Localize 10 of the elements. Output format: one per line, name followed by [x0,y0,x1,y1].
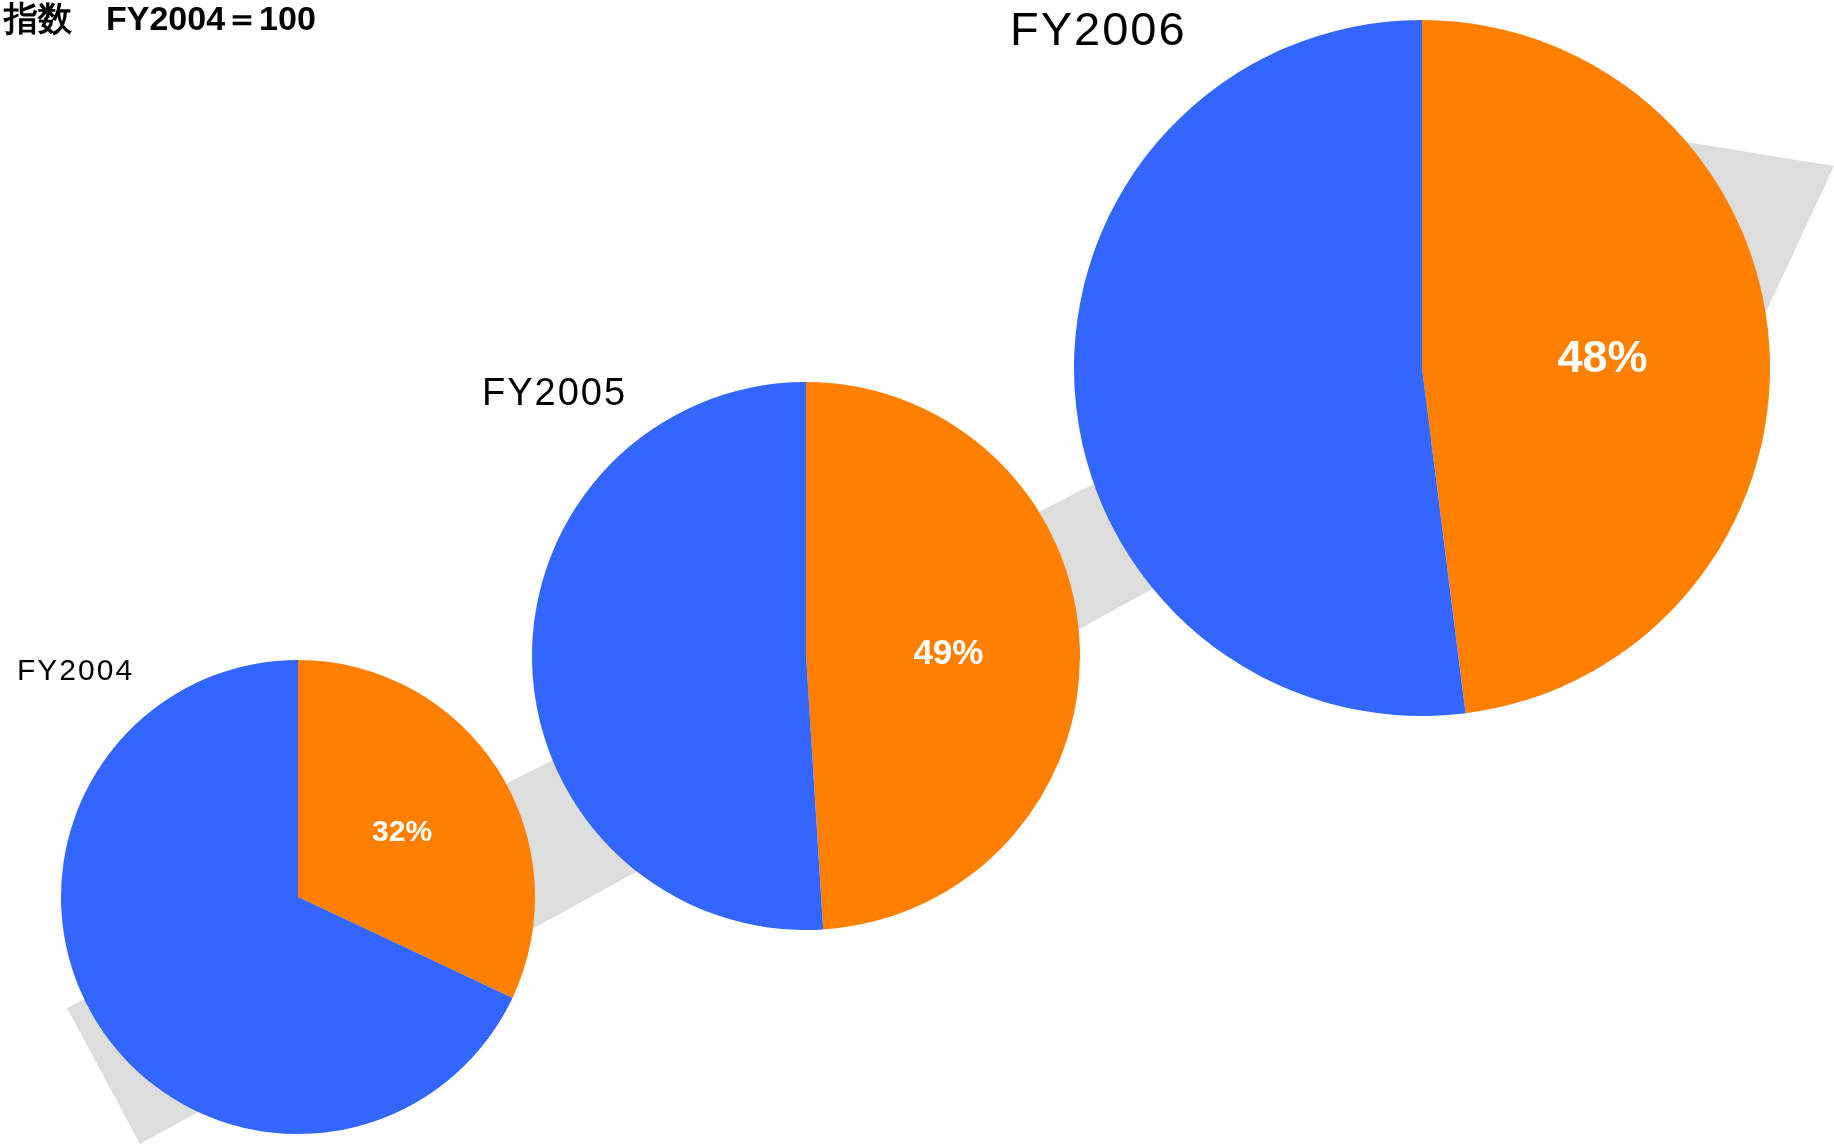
chart-title: FY2006 [1010,2,1187,55]
data-label: 49% [913,631,984,671]
data-label: 48% [1557,331,1648,383]
pie-slice [806,382,1080,930]
data-label: 32% [372,814,433,848]
pie-slice [298,660,535,998]
chart-title: FY2005 [482,371,628,413]
chart-title: FY2004 [17,653,135,686]
pie-slice [1422,20,1770,714]
text: 指数 FY2004＝100 [2,0,316,37]
